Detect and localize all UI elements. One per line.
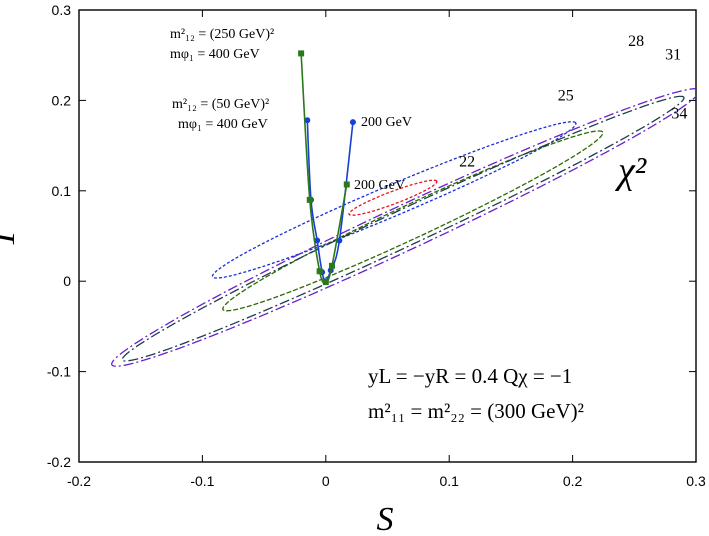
data-point-blue: [304, 117, 311, 124]
blue-top-label-line1: m²₁₂ = (50 GeV)²: [172, 97, 269, 112]
contour-label-28: 28: [628, 33, 644, 50]
y-tick-label: 0.2: [52, 92, 72, 108]
series-line-green: [300, 53, 348, 284]
x-axis-label: S: [377, 501, 394, 536]
data-point-green: [306, 196, 313, 203]
plot-frame: [78, 9, 697, 463]
data-point-blue: [349, 119, 356, 126]
x-tick-label: 0.2: [563, 473, 583, 489]
y-tick-label: 0.3: [52, 2, 72, 18]
chi2-label: χ²: [614, 150, 647, 192]
x-tick-label: 0.1: [439, 473, 459, 489]
contour-chi2-28: [222, 130, 604, 312]
data-point-green: [343, 181, 350, 188]
data-point-blue: [314, 237, 321, 244]
green-top-label-line2: mφ₁ = 400 GeV: [170, 47, 260, 62]
y-axis-label: T: [0, 226, 22, 247]
y-tick-label: -0.1: [47, 364, 71, 380]
green-end-label: 200 GeV: [354, 178, 405, 193]
data-point-green: [328, 262, 335, 269]
contour-label-22: 22: [459, 153, 475, 170]
params-line2: m²₁₁ = m²₂₂ = (300 GeV)²: [368, 399, 584, 423]
contour-chi2-31: [121, 95, 685, 362]
data-point-green: [322, 279, 329, 286]
y-tick-label: 0.1: [52, 183, 72, 199]
contour-label-31: 31: [665, 47, 681, 64]
blue-end-label: 200 GeV: [361, 115, 412, 130]
contour-label-25: 25: [558, 87, 574, 104]
x-tick-label: -0.2: [67, 473, 91, 489]
contour-chi2-22: [348, 179, 438, 216]
y-tick-label: -0.2: [47, 454, 71, 470]
params-line1: yL = −yR = 0.4 Qχ = −1: [368, 364, 572, 388]
data-point-green: [298, 50, 305, 57]
y-tick-label: 0: [63, 273, 71, 289]
x-tick-label: 0.3: [686, 473, 706, 489]
contour-label-34: 34: [671, 105, 687, 122]
contour-chi2-34: [111, 88, 696, 367]
series-line-blue: [306, 120, 354, 282]
x-tick-label: 0: [322, 473, 330, 489]
data-point-green: [316, 268, 323, 275]
green-top-label-line1: m²₁₂ = (250 GeV)²: [170, 27, 274, 42]
contour-chi2-25: [211, 121, 577, 279]
blue-top-label-line2: mφ₁ = 400 GeV: [178, 117, 268, 132]
x-tick-label: -0.1: [190, 473, 214, 489]
